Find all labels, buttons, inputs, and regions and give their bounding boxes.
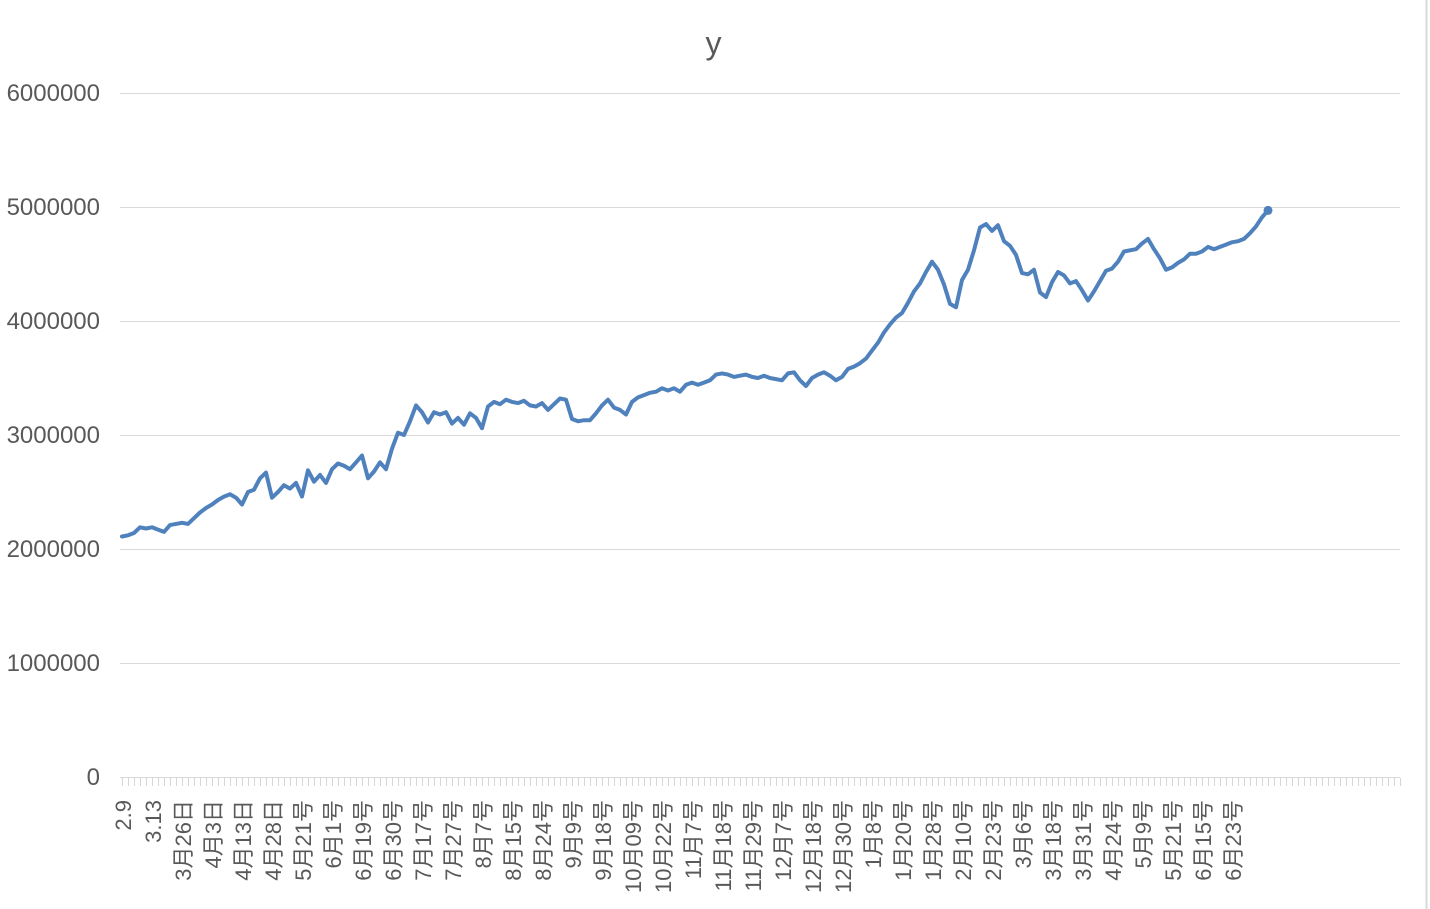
x-axis-tick-label: 4月3日 xyxy=(201,800,226,868)
x-axis-tick-label: 12月7号 xyxy=(771,800,796,881)
y-axis-tick-label: 4000000 xyxy=(7,308,100,335)
x-axis-tick-label: 6月30号 xyxy=(381,800,406,881)
x-axis-tick-label: 12月18号 xyxy=(801,800,826,893)
y-axis-tick-label: 6000000 xyxy=(7,80,100,107)
y-axis-tick-label: 5000000 xyxy=(7,194,100,221)
x-axis-tick-label: 5月21号 xyxy=(291,800,316,881)
x-axis-tick-label: 9月18号 xyxy=(591,800,616,881)
x-axis-tick-label: 2.9 xyxy=(111,800,136,831)
x-axis-tick-label: 7月17号 xyxy=(411,800,436,881)
x-axis-tick-label: 11月7号 xyxy=(681,800,706,879)
x-axis-tick-label: 10月09号 xyxy=(621,800,646,893)
x-axis-tick-label: 5月9号 xyxy=(1131,800,1156,868)
x-axis-tick-label: 8月24号 xyxy=(531,800,556,881)
x-axis-tick-label: 11月18号 xyxy=(711,800,736,891)
y-axis-tick-label: 0 xyxy=(87,764,100,791)
x-axis-tick-label: 6月1号 xyxy=(321,800,346,868)
series-endpoint-marker xyxy=(1263,205,1273,215)
x-axis-tick-label: 9月9号 xyxy=(561,800,586,868)
x-axis-tick-label: 12月30号 xyxy=(831,800,856,893)
x-axis-tick-label: 7月27号 xyxy=(441,800,466,881)
x-axis-tick-label: 1月8号 xyxy=(861,800,886,868)
x-axis-tick-label: 5月21号 xyxy=(1161,800,1186,881)
x-axis-tick-label: 3月18号 xyxy=(1041,800,1066,881)
series-line xyxy=(120,208,1270,539)
x-axis-tick-label: 6月15号 xyxy=(1191,800,1216,881)
y-axis-tick-label: 2000000 xyxy=(7,536,100,563)
x-axis-tick-label: 2月10号 xyxy=(951,800,976,881)
x-axis-tick-label: 4月24号 xyxy=(1101,800,1126,881)
x-axis-tick-label: 6月23号 xyxy=(1221,800,1246,881)
y-axis-tick-label: 1000000 xyxy=(7,650,100,677)
x-axis-tick-label: 1月20号 xyxy=(891,800,916,881)
x-axis-tick-label: 3月6号 xyxy=(1011,800,1036,868)
x-axis-tick-label: 2月23号 xyxy=(981,800,1006,881)
y-axis-tick-label: 3000000 xyxy=(7,422,100,449)
x-axis-tick-label: 3月31号 xyxy=(1071,800,1096,881)
x-axis-tick-label: 3.13 xyxy=(141,800,166,843)
x-axis-tick-label: 8月7号 xyxy=(471,800,496,868)
x-axis-tick-label: 1月28号 xyxy=(921,800,946,881)
x-axis-tick-label: 4月28日 xyxy=(261,800,286,881)
x-axis-tick-label: 8月15号 xyxy=(501,800,526,881)
x-axis-tick-label: 3月26日 xyxy=(171,800,196,881)
x-axis-tick-label: 6月19号 xyxy=(351,800,376,881)
x-axis-tick-label: 10月22号 xyxy=(651,800,676,893)
x-axis-tick-label: 11月29号 xyxy=(741,800,766,891)
chart-title: y xyxy=(705,25,722,61)
x-axis-tick-label: 4月13日 xyxy=(231,800,256,881)
